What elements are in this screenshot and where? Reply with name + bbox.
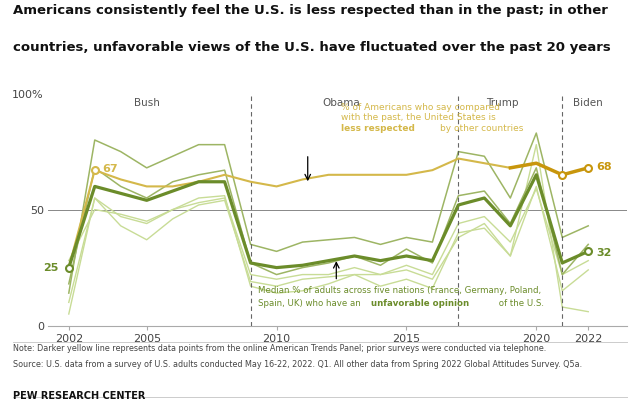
Text: 68: 68 [596,162,612,172]
Text: Obama: Obama [323,98,360,108]
Text: PEW RESEARCH CENTER: PEW RESEARCH CENTER [13,391,145,401]
Text: Note: Darker yellow line represents data points from the online American Trends : Note: Darker yellow line represents data… [13,344,546,353]
Text: Spain, UK) who have an: Spain, UK) who have an [259,299,364,308]
Text: Source: U.S. data from a survey of U.S. adults conducted May 16-22, 2022. Q1. Al: Source: U.S. data from a survey of U.S. … [13,360,582,369]
Text: countries, unfavorable views of the U.S. have fluctuated over the past 20 years: countries, unfavorable views of the U.S.… [13,41,611,54]
Text: Bush: Bush [134,98,159,108]
Text: Biden: Biden [573,98,603,108]
Text: unfavorable opinion: unfavorable opinion [371,299,470,308]
Text: 25: 25 [43,263,58,273]
Text: of the U.S.: of the U.S. [496,299,544,308]
Text: by other countries: by other countries [440,124,524,133]
Text: 67: 67 [102,164,118,174]
Text: Median % of adults across five nations (France, Germany, Poland,: Median % of adults across five nations (… [259,286,541,295]
Text: less respected: less respected [342,124,415,133]
Text: % of Americans who say compared: % of Americans who say compared [342,103,500,112]
Text: Americans consistently feel the U.S. is less respected than in the past; in othe: Americans consistently feel the U.S. is … [13,4,607,17]
Text: with the past, the United States is: with the past, the United States is [342,113,496,123]
Text: 32: 32 [596,247,611,258]
Text: Trump: Trump [486,98,519,108]
